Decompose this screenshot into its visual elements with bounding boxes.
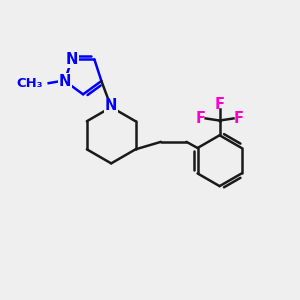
Text: F: F: [195, 111, 205, 126]
Text: N: N: [105, 98, 117, 113]
Text: F: F: [214, 97, 225, 112]
Text: N: N: [66, 52, 78, 67]
Text: N: N: [58, 74, 71, 88]
Text: CH₃: CH₃: [16, 76, 43, 90]
Text: F: F: [234, 111, 244, 126]
